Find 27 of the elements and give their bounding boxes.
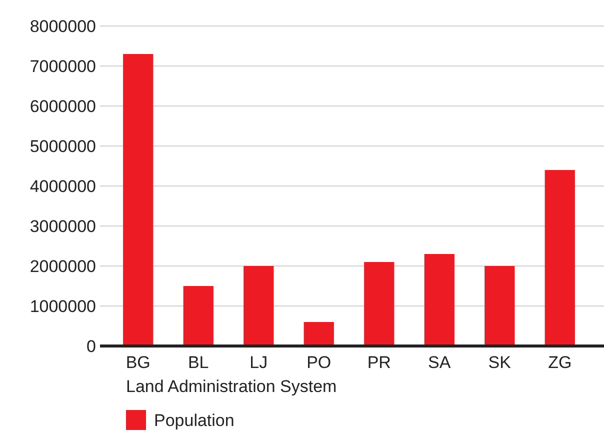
legend-label: Population: [154, 410, 234, 430]
bar: [123, 54, 154, 346]
y-tick-label: 1000000: [30, 296, 96, 316]
bar: [244, 266, 274, 346]
bar: [484, 266, 515, 346]
x-tick-label: PO: [306, 353, 332, 372]
y-tick-label: 0: [86, 336, 96, 356]
y-tick-label: 7000000: [30, 56, 96, 76]
bar: [183, 286, 214, 346]
x-tick-label: LJ: [250, 353, 268, 372]
y-tick-label: 2000000: [30, 256, 96, 276]
x-tick-label: BG: [126, 353, 150, 372]
x-axis-title: Land Administration System: [126, 377, 337, 396]
x-tick-label: ZG: [548, 353, 572, 372]
x-tick-label: PR: [367, 353, 391, 372]
y-tick-label: 3000000: [30, 216, 96, 236]
bar: [424, 254, 454, 346]
y-tick-label: 6000000: [30, 96, 96, 116]
x-tick-label: SK: [488, 353, 512, 372]
y-tick-label: 4000000: [30, 176, 96, 196]
bar: [544, 170, 575, 346]
bar: [364, 262, 394, 346]
x-tick-label: SA: [428, 353, 452, 372]
bar: [304, 322, 334, 346]
y-tick-label: 8000000: [30, 16, 96, 36]
x-tick-label: BL: [188, 353, 209, 372]
y-tick-label: 5000000: [30, 136, 96, 156]
